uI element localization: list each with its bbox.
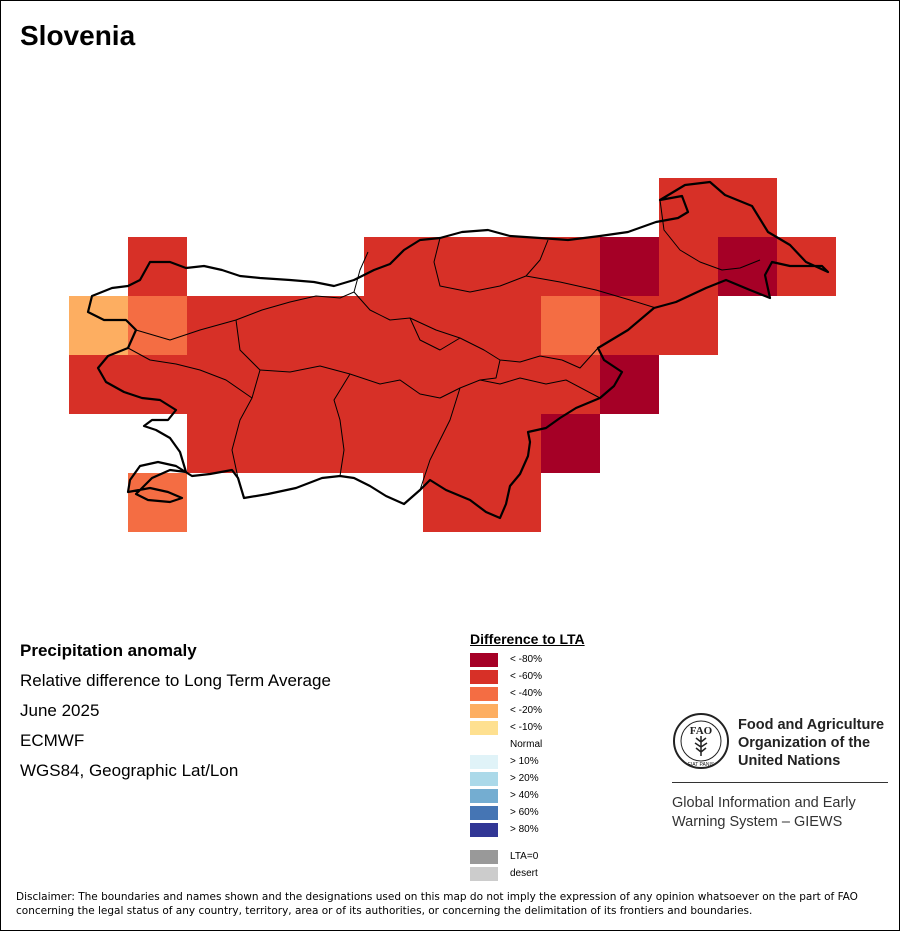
info-heading: Precipitation anomaly	[20, 641, 197, 660]
legend-label: > 20%	[510, 773, 539, 784]
legend-swatch	[470, 704, 498, 718]
anomaly-cell	[423, 355, 482, 414]
legend-item: > 40%	[470, 787, 660, 804]
svg-text:FIAT PANIS: FIAT PANIS	[688, 762, 715, 768]
legend-item: < -60%	[470, 668, 660, 685]
anomaly-cell	[364, 237, 423, 296]
legend-item: > 60%	[470, 804, 660, 821]
legend-item: > 10%	[470, 753, 660, 770]
anomaly-cell	[69, 296, 128, 355]
anomaly-cell	[482, 237, 541, 296]
legend-swatch	[470, 850, 498, 864]
anomaly-cell	[128, 237, 187, 296]
disclaimer-text: Disclaimer: The boundaries and names sho…	[16, 891, 858, 917]
legend-item: < -10%	[470, 719, 660, 736]
country-boundary	[86, 180, 830, 520]
anomaly-cell	[718, 178, 777, 237]
legend-items: < -80% < -60% < -40% < -20% < -10% Normal > 10…	[470, 651, 660, 882]
legend-item: > 20%	[470, 770, 660, 787]
legend-title: Difference to LTA	[470, 631, 585, 647]
legend-swatch	[470, 772, 498, 786]
anomaly-cell	[305, 414, 364, 473]
info-period: June 2025	[20, 701, 100, 720]
legend-label: > 80%	[510, 824, 539, 835]
svg-text:FAO: FAO	[690, 725, 713, 737]
legend-swatch	[470, 755, 498, 769]
anomaly-cell	[128, 473, 187, 532]
anomaly-cell	[541, 296, 600, 355]
anomaly-cell	[541, 237, 600, 296]
legend-swatch	[470, 653, 498, 667]
anomaly-cell	[482, 296, 541, 355]
legend-swatch	[470, 867, 498, 881]
legend-item: desert	[470, 865, 660, 882]
legend-label: < -20%	[510, 705, 542, 716]
legend-swatch	[470, 687, 498, 701]
anomaly-cell	[128, 296, 187, 355]
anomaly-cell	[246, 355, 305, 414]
anomaly-cell	[659, 296, 718, 355]
legend-label: < -60%	[510, 671, 542, 682]
legend-swatch	[470, 721, 498, 735]
anomaly-cell	[600, 237, 659, 296]
logo-divider	[672, 782, 888, 783]
fao-emblem-icon: FAO FIAT PANIS	[673, 713, 729, 769]
anomaly-cell	[482, 414, 541, 473]
legend-item: LTA=0	[470, 848, 660, 865]
legend-label: < -40%	[510, 688, 542, 699]
anomaly-cell	[364, 296, 423, 355]
map-legend: Difference to LTA < -80% < -60% < -40% < -2…	[470, 631, 660, 882]
info-source: ECMWF	[20, 731, 85, 750]
anomaly-cell	[423, 296, 482, 355]
anomaly-cell	[305, 355, 364, 414]
anomaly-cell	[482, 473, 541, 532]
legend-swatch	[470, 823, 498, 837]
legend-label: Normal	[510, 739, 543, 750]
anomaly-cell	[69, 355, 128, 414]
legend-label: desert	[510, 868, 538, 879]
map-info: Precipitation anomaly Relative differenc…	[20, 636, 331, 786]
fao-org-name: Food and Agriculture Organization of the…	[738, 717, 885, 769]
legend-label: > 60%	[510, 807, 539, 818]
legend-swatch	[470, 806, 498, 820]
anomaly-cell	[482, 355, 541, 414]
anomaly-cell	[364, 414, 423, 473]
legend-item: > 80%	[470, 821, 660, 838]
info-subtitle: Relative difference to Long Term Average	[20, 671, 331, 690]
legend-swatch	[470, 670, 498, 684]
anomaly-cell	[187, 414, 246, 473]
precipitation-anomaly-map	[69, 178, 836, 532]
legend-item: Normal	[470, 736, 660, 753]
anomaly-cell	[187, 355, 246, 414]
legend-item: < -80%	[470, 651, 660, 668]
giews-name: Global Information and Early Warning Sys…	[672, 795, 856, 830]
anomaly-cell	[305, 296, 364, 355]
legend-label: < -80%	[510, 654, 542, 665]
anomaly-cell	[364, 355, 423, 414]
anomaly-grid	[69, 178, 836, 532]
anomaly-cell	[659, 178, 718, 237]
legend-label: > 40%	[510, 790, 539, 801]
legend-label: < -10%	[510, 722, 542, 733]
anomaly-cell	[423, 414, 482, 473]
legend-label: > 10%	[510, 756, 539, 767]
anomaly-cell	[423, 237, 482, 296]
legend-label: LTA=0	[510, 851, 539, 862]
legend-item: < -40%	[470, 685, 660, 702]
anomaly-cell	[128, 355, 187, 414]
legend-item	[470, 838, 660, 848]
legend-swatch	[470, 789, 498, 803]
anomaly-cell	[541, 355, 600, 414]
anomaly-cell	[246, 414, 305, 473]
region-boundaries	[127, 199, 761, 491]
info-projection: WGS84, Geographic Lat/Lon	[20, 761, 239, 780]
anomaly-cell	[600, 296, 659, 355]
map-title: Slovenia	[20, 20, 136, 51]
anomaly-cell	[246, 296, 305, 355]
anomaly-cell	[541, 414, 600, 473]
legend-item: < -20%	[470, 702, 660, 719]
